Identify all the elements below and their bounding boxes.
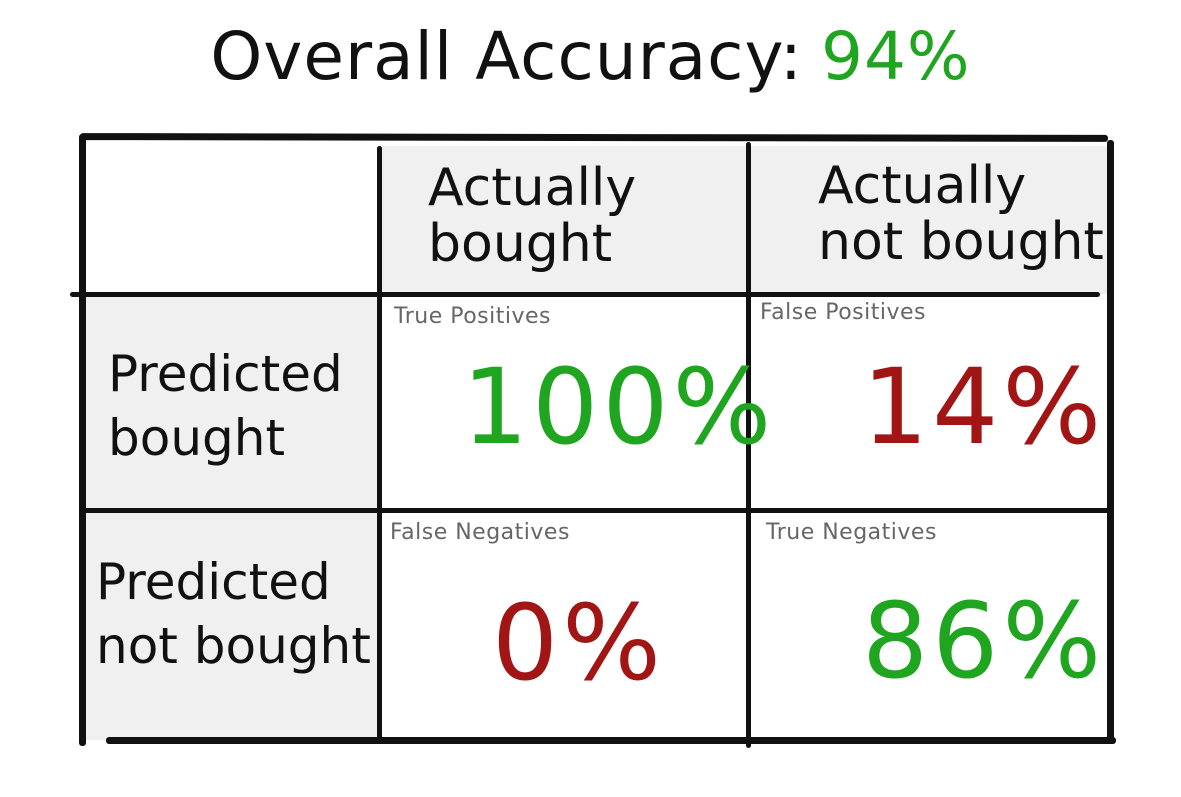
- grid-right-line: [1107, 140, 1114, 744]
- row-header-line: Predicted: [96, 553, 331, 611]
- false-negatives-value: 0%: [492, 582, 665, 704]
- true-positives-label: True Positives: [394, 304, 551, 329]
- true-positives-value: 100%: [462, 346, 776, 468]
- true-negatives-label: True Negatives: [766, 520, 937, 545]
- false-negatives-label: False Negatives: [390, 520, 570, 545]
- row-header-background: [84, 294, 380, 740]
- grid-bottom-line: [106, 737, 1116, 744]
- row-header-line: not bought: [96, 617, 371, 675]
- column-header-actually-bought: Actually bought: [428, 160, 636, 272]
- overall-accuracy-title: Overall Accuracy: 94%: [0, 18, 1181, 95]
- false-positives-label: False Positives: [760, 300, 926, 325]
- column-header-line: Actually: [818, 156, 1027, 216]
- grid-column-divider-1: [377, 146, 382, 740]
- grid-top-line: [79, 133, 1109, 142]
- column-header-line: Actually: [428, 158, 637, 218]
- row-header-predicted-bought: Predicted bought: [108, 342, 343, 470]
- accuracy-value: 94%: [820, 18, 971, 95]
- true-negatives-value: 86%: [862, 580, 1106, 702]
- grid-row-divider-1: [70, 292, 1100, 297]
- grid-column-divider-2: [746, 142, 751, 748]
- column-header-line: bought: [428, 214, 613, 274]
- accuracy-label: Overall Accuracy:: [210, 18, 803, 95]
- column-header-background: [380, 146, 1108, 294]
- column-header-actually-not-bought: Actually not bought: [818, 158, 1104, 270]
- grid-row-divider-2: [80, 508, 1110, 513]
- row-header-line: Predicted: [108, 345, 343, 403]
- false-positives-value: 14%: [862, 346, 1106, 468]
- row-header-line: bought: [108, 409, 286, 467]
- row-header-predicted-not-bought: Predicted not bought: [96, 550, 371, 678]
- column-header-line: not bought: [818, 212, 1104, 272]
- grid-left-line: [79, 134, 86, 746]
